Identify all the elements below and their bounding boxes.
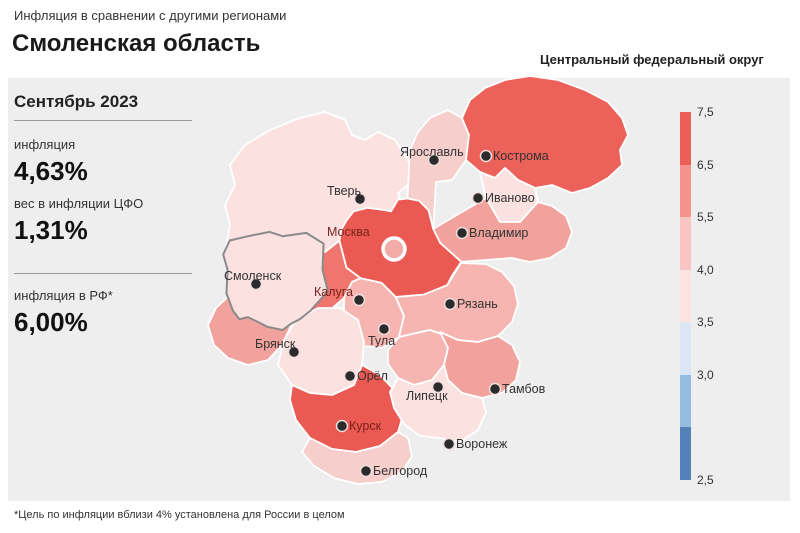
svg-text:Смоленск: Смоленск (224, 269, 282, 283)
svg-text:Кострома: Кострома (493, 149, 549, 163)
svg-text:Тула: Тула (368, 334, 395, 348)
svg-text:Тверь: Тверь (327, 184, 361, 198)
svg-text:Брянск: Брянск (255, 337, 296, 351)
svg-text:Тамбов: Тамбов (502, 382, 546, 396)
svg-text:Калуга: Калуга (314, 285, 353, 299)
svg-text:Москва: Москва (327, 225, 370, 239)
svg-text:Орёл: Орёл (357, 369, 388, 383)
svg-text:Воронеж: Воронеж (456, 437, 508, 451)
svg-text:Курск: Курск (349, 419, 382, 433)
svg-text:Рязань: Рязань (457, 297, 498, 311)
svg-text:Белгород: Белгород (373, 464, 428, 478)
svg-text:Липецк: Липецк (406, 389, 448, 403)
svg-text:Иваново: Иваново (485, 191, 535, 205)
svg-text:Ярославль: Ярославль (400, 145, 464, 159)
svg-text:Владимир: Владимир (469, 226, 528, 240)
